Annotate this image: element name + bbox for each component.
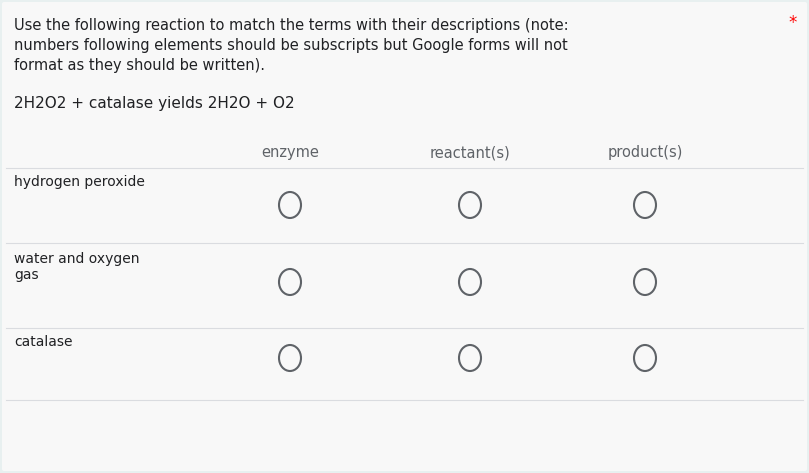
Text: format as they should be written).: format as they should be written). bbox=[14, 58, 265, 73]
Text: 2H2O2 + catalase yields 2H2O + O2: 2H2O2 + catalase yields 2H2O + O2 bbox=[14, 96, 294, 111]
Text: enzyme: enzyme bbox=[261, 145, 319, 160]
Text: product(s): product(s) bbox=[608, 145, 683, 160]
Text: Use the following reaction to match the terms with their descriptions (note:: Use the following reaction to match the … bbox=[14, 18, 569, 33]
Text: hydrogen peroxide: hydrogen peroxide bbox=[14, 175, 145, 189]
Text: reactant(s): reactant(s) bbox=[430, 145, 510, 160]
Text: water and oxygen
gas: water and oxygen gas bbox=[14, 252, 139, 282]
Text: catalase: catalase bbox=[14, 335, 73, 349]
Text: numbers following elements should be subscripts but Google forms will not: numbers following elements should be sub… bbox=[14, 38, 568, 53]
Text: *: * bbox=[789, 14, 797, 32]
